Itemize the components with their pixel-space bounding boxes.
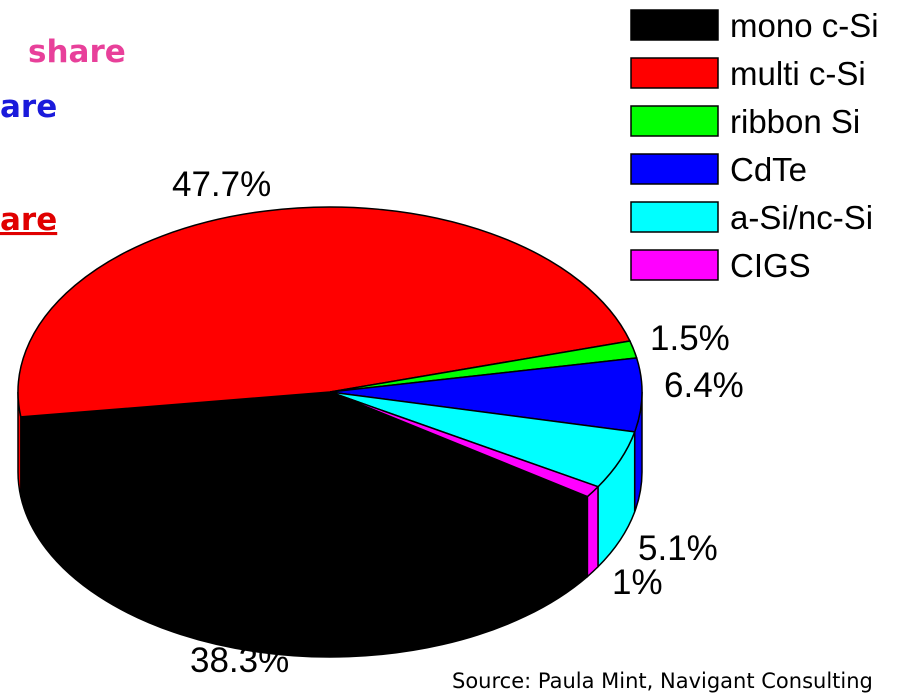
value-label: 5.1%: [638, 529, 718, 568]
legend-label: ribbon Si: [730, 103, 860, 140]
annotation: are: [0, 202, 57, 238]
value-label: 1%: [612, 563, 663, 602]
legend-label: a-Si/nc-Si: [730, 199, 873, 236]
legend-swatch: [630, 153, 719, 185]
slice: [19, 391, 589, 578]
legend-swatch: [630, 57, 719, 89]
value-label: 47.7%: [172, 165, 271, 204]
value-label: 38.3%: [190, 641, 289, 680]
legend-label: CIGS: [730, 247, 811, 284]
legend-label: mono c-Si: [730, 7, 879, 44]
annotation: share: [28, 34, 126, 70]
legend-label: multi c-Si: [730, 55, 866, 92]
value-label: 6.4%: [664, 366, 744, 405]
legend-swatch: [630, 249, 719, 281]
legend-label: CdTe: [730, 151, 807, 188]
legend-swatch: [630, 201, 719, 233]
slice-side: [586, 484, 599, 579]
source-note: Source: Paula Mint, Navigant Consulting: [452, 669, 873, 693]
annotation: are: [0, 89, 57, 125]
slice: [329, 391, 600, 498]
slice: [17, 206, 632, 418]
legend-swatch: [630, 105, 719, 137]
legend-swatch: [630, 9, 719, 41]
slice: [329, 357, 643, 433]
value-label: 1.5%: [650, 319, 730, 358]
